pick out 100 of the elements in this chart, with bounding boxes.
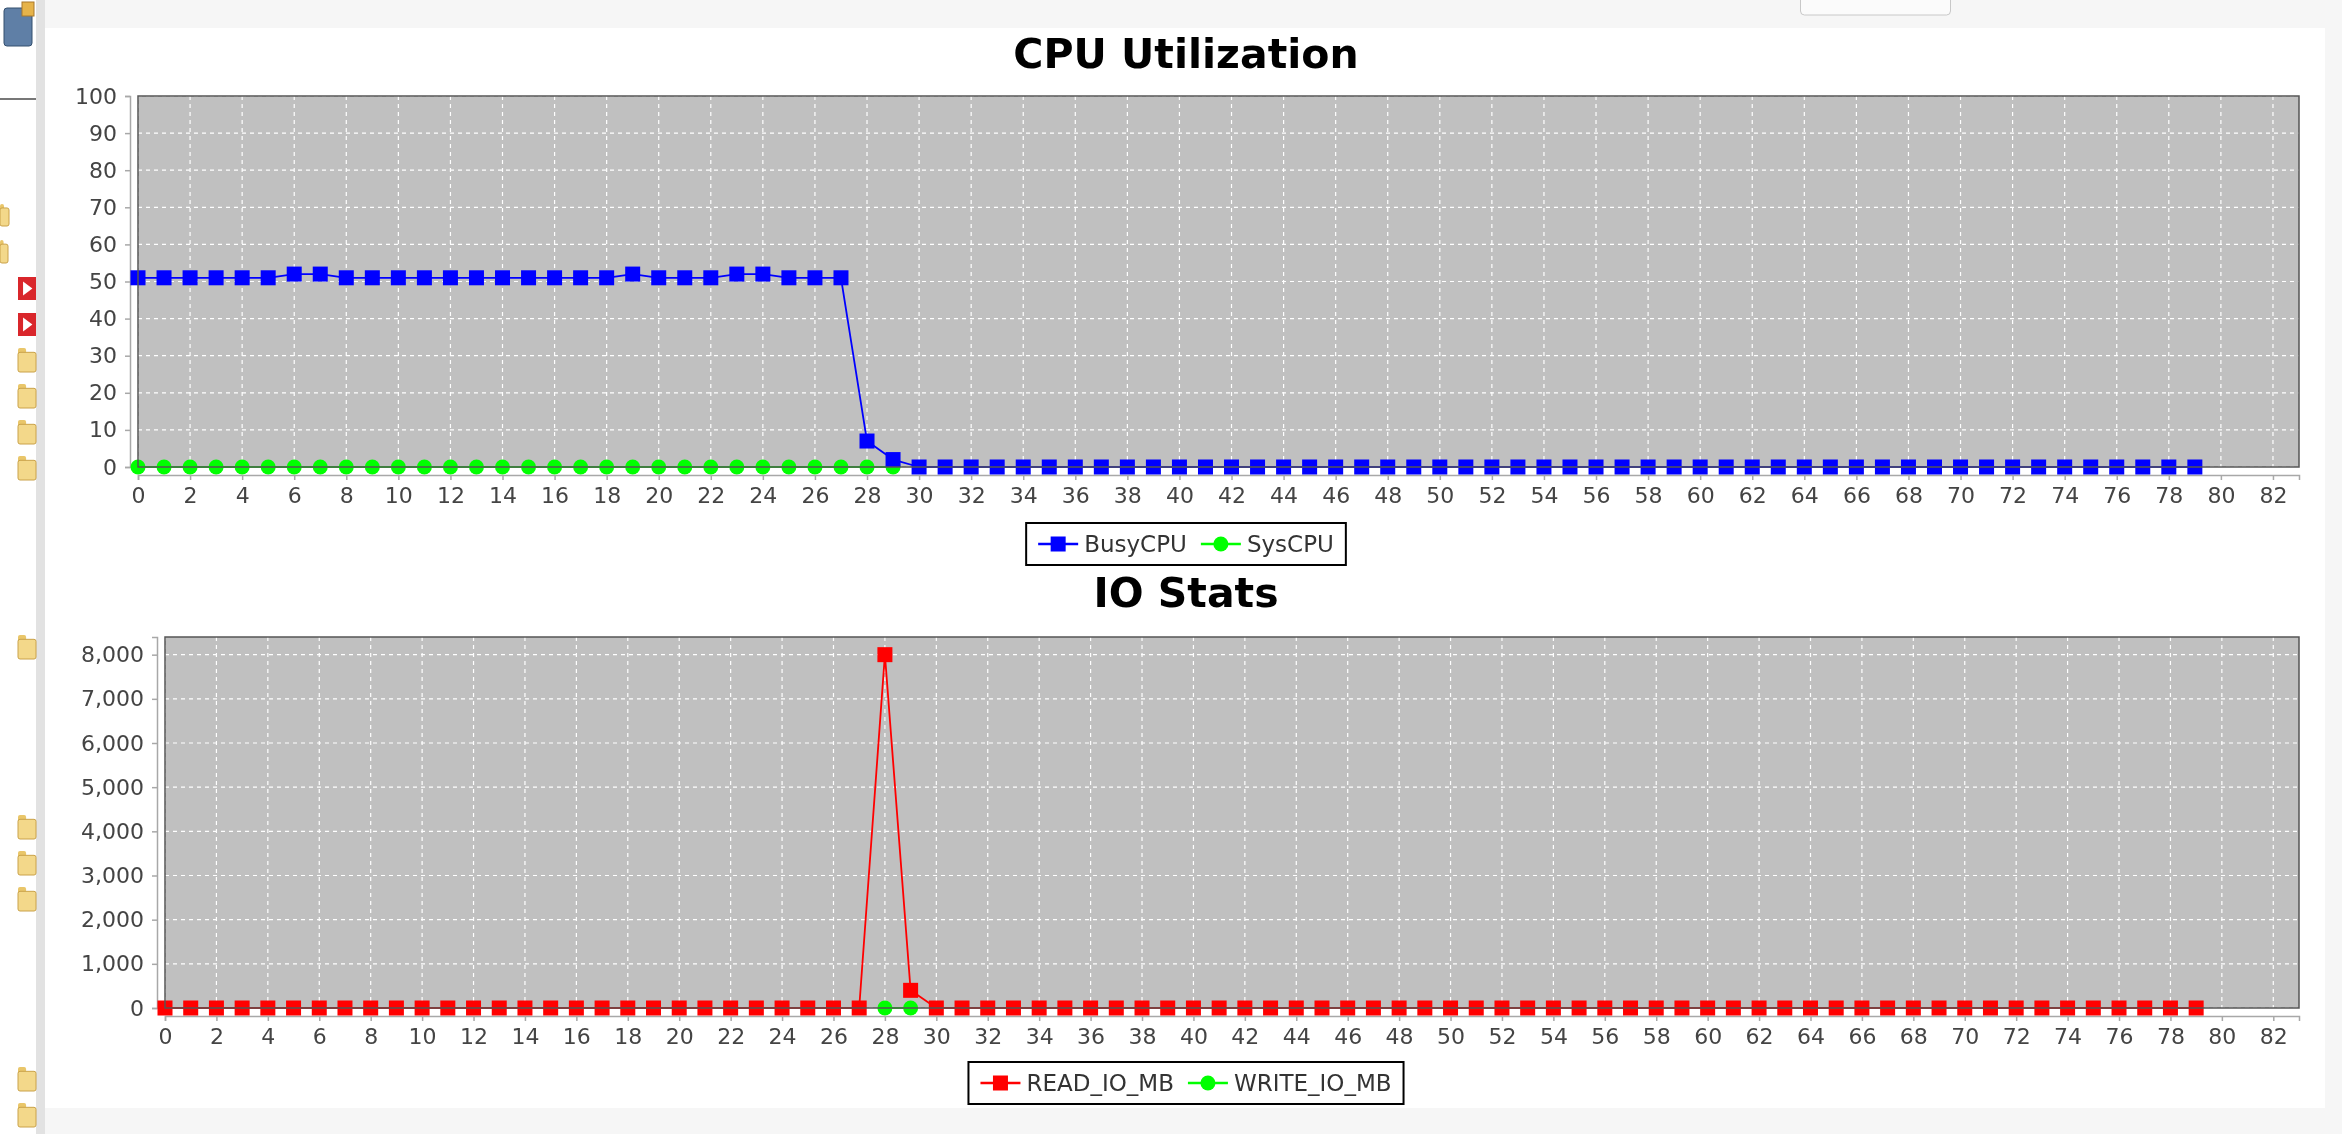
x-tick-label: 22 xyxy=(697,482,726,508)
x-tick-label: 74 xyxy=(2054,1023,2083,1049)
chart-title: IO Stats xyxy=(1093,569,1279,617)
x-tick-label: 76 xyxy=(2103,482,2132,508)
x-tick-label: 80 xyxy=(2207,482,2236,508)
x-tick-label: 50 xyxy=(1437,1023,1466,1049)
y-tick-label: 0 xyxy=(103,454,117,480)
x-tick-label: 26 xyxy=(801,482,830,508)
x-tick-label: 54 xyxy=(1539,1023,1568,1049)
x-tick-label: 34 xyxy=(1025,1023,1054,1049)
x-tick-label: 38 xyxy=(1128,1023,1157,1049)
x-tick-label: 78 xyxy=(2155,482,2184,508)
x-tick-label: 56 xyxy=(1582,482,1611,508)
x-tick-label: 2 xyxy=(183,482,198,508)
x-tick-label: 32 xyxy=(974,1023,1003,1049)
y-tick-label: 3,000 xyxy=(81,863,144,889)
x-tick-label: 8 xyxy=(364,1023,379,1049)
x-tick-label: 42 xyxy=(1231,1023,1260,1049)
x-tick-label: 66 xyxy=(1842,482,1871,508)
x-tick-label: 44 xyxy=(1270,482,1299,508)
x-tick-label: 54 xyxy=(1530,482,1559,508)
x-tick-label: 56 xyxy=(1591,1023,1620,1049)
x-tick-label: 64 xyxy=(1790,482,1819,508)
chart-title: CPU Utilization xyxy=(1013,30,1359,78)
y-tick-label: 8,000 xyxy=(81,642,144,668)
y-tick-label: 80 xyxy=(89,157,117,183)
x-tick-label: 4 xyxy=(261,1023,276,1049)
y-tick-label: 30 xyxy=(89,343,117,369)
x-tick-label: 72 xyxy=(1999,482,2028,508)
x-tick-label: 10 xyxy=(384,482,413,508)
x-tick-label: 48 xyxy=(1385,1023,1414,1049)
x-tick-label: 66 xyxy=(1848,1023,1877,1049)
y-tick-label: 40 xyxy=(89,306,117,332)
x-tick-label: 4 xyxy=(235,482,250,508)
x-tick-label: 12 xyxy=(436,482,465,508)
x-tick-label: 74 xyxy=(2051,482,2080,508)
y-tick-label: 1,000 xyxy=(81,951,144,977)
x-tick-label: 24 xyxy=(749,482,778,508)
x-tick-label: 64 xyxy=(1796,1023,1825,1049)
x-tick-label: 22 xyxy=(717,1023,746,1049)
y-tick-label: 70 xyxy=(89,194,117,220)
x-tick-label: 76 xyxy=(2105,1023,2134,1049)
x-tick-label: 38 xyxy=(1113,482,1142,508)
x-tick-label: 32 xyxy=(957,482,986,508)
x-tick-label: 30 xyxy=(905,482,934,508)
x-tick-label: 20 xyxy=(645,482,674,508)
y-tick-label: 6,000 xyxy=(81,730,144,756)
y-tick-label: 2,000 xyxy=(81,907,144,933)
x-tick-label: 70 xyxy=(1947,482,1976,508)
x-tick-label: 36 xyxy=(1077,1023,1106,1049)
x-tick-label: 52 xyxy=(1478,482,1507,508)
x-tick-label: 6 xyxy=(312,1023,327,1049)
x-tick-label: 20 xyxy=(665,1023,694,1049)
x-tick-label: 10 xyxy=(408,1023,437,1049)
x-tick-label: 68 xyxy=(1894,482,1923,508)
x-tick-label: 8 xyxy=(339,482,354,508)
x-tick-label: 80 xyxy=(2208,1023,2237,1049)
x-tick-label: 60 xyxy=(1686,482,1715,508)
y-tick-label: 7,000 xyxy=(81,686,144,712)
x-tick-label: 62 xyxy=(1745,1023,1774,1049)
x-tick-label: 30 xyxy=(922,1023,951,1049)
x-tick-label: 68 xyxy=(1899,1023,1928,1049)
x-tick-label: 28 xyxy=(871,1023,900,1049)
y-tick-label: 10 xyxy=(89,417,117,443)
x-tick-label: 12 xyxy=(460,1023,489,1049)
legend-label: READ_IO_MB xyxy=(1026,1070,1174,1097)
x-tick-label: 42 xyxy=(1218,482,1247,508)
x-tick-label: 58 xyxy=(1642,1023,1671,1049)
x-tick-label: 18 xyxy=(614,1023,643,1049)
x-tick-label: 2 xyxy=(209,1023,224,1049)
x-tick-label: 18 xyxy=(593,482,622,508)
legend-label: SysCPU xyxy=(1246,531,1334,558)
y-tick-label: 100 xyxy=(75,83,117,109)
x-tick-label: 46 xyxy=(1334,1023,1363,1049)
x-tick-label: 14 xyxy=(489,482,518,508)
x-tick-label: 78 xyxy=(2156,1023,2185,1049)
x-tick-label: 48 xyxy=(1374,482,1403,508)
x-tick-label: 6 xyxy=(287,482,302,508)
y-tick-label: 50 xyxy=(89,269,117,295)
x-tick-label: 50 xyxy=(1426,482,1455,508)
x-tick-label: 0 xyxy=(158,1023,173,1049)
y-tick-label: 20 xyxy=(89,380,117,406)
y-tick-label: 90 xyxy=(89,120,117,146)
y-tick-label: 60 xyxy=(89,231,117,257)
x-tick-label: 46 xyxy=(1322,482,1351,508)
x-tick-label: 34 xyxy=(1009,482,1038,508)
x-tick-label: 70 xyxy=(1951,1023,1980,1049)
x-tick-label: 14 xyxy=(511,1023,540,1049)
x-tick-label: 44 xyxy=(1282,1023,1311,1049)
x-tick-label: 72 xyxy=(2002,1023,2031,1049)
x-tick-label: 16 xyxy=(541,482,570,508)
x-tick-label: 26 xyxy=(819,1023,848,1049)
x-tick-label: 24 xyxy=(768,1023,797,1049)
x-tick-label: 62 xyxy=(1738,482,1767,508)
y-tick-label: 4,000 xyxy=(81,818,144,844)
legend-label: WRITE_IO_MB xyxy=(1233,1070,1392,1097)
x-tick-label: 82 xyxy=(2259,1023,2288,1049)
legend-label: BusyCPU xyxy=(1084,531,1187,558)
x-tick-label: 40 xyxy=(1165,482,1194,508)
x-tick-label: 40 xyxy=(1179,1023,1208,1049)
